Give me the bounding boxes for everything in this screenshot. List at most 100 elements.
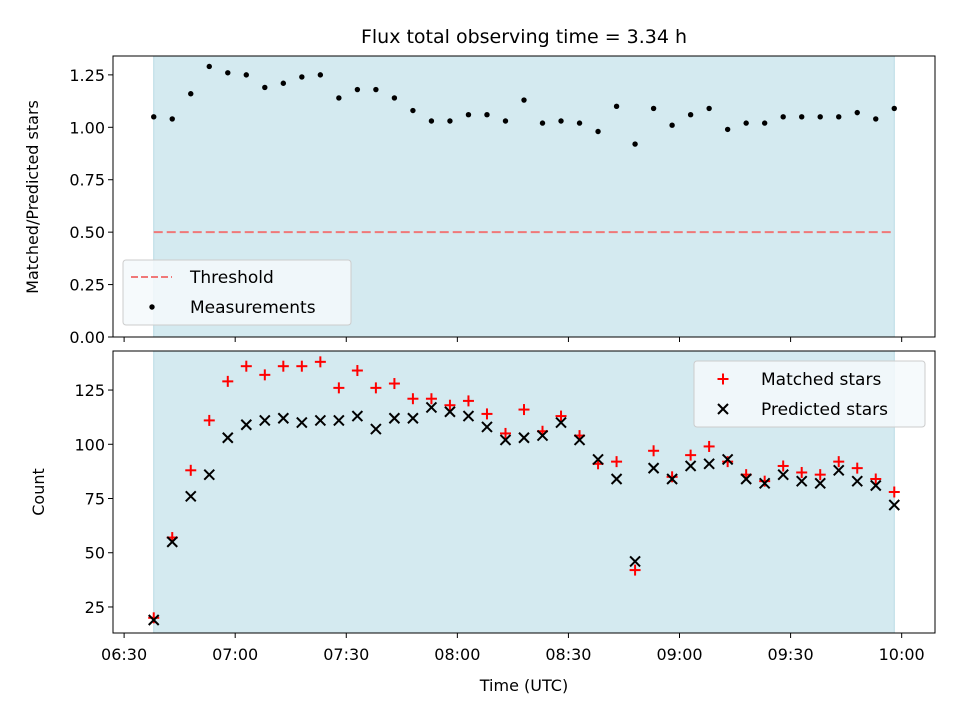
measurement-point — [262, 84, 268, 91]
legend-plus-marker — [717, 373, 729, 385]
matched-star-point — [499, 427, 511, 439]
measurement-point — [613, 103, 620, 110]
predicted-star-point — [647, 462, 660, 474]
predicted-star-point — [481, 421, 493, 433]
matched-star-point — [222, 375, 234, 387]
measurement-point — [539, 120, 546, 126]
bottom-legend-box — [693, 360, 926, 428]
predicted-star-point — [314, 414, 327, 427]
matched-star-point — [888, 486, 900, 498]
measurement-points — [151, 63, 897, 147]
matched-star-point — [777, 460, 789, 472]
legend-predicted-swatch — [717, 403, 729, 415]
matched-star-point — [518, 404, 530, 416]
measurement-point — [558, 118, 564, 124]
measurement-point — [151, 114, 157, 120]
predicted-star-point — [888, 499, 900, 511]
x-axis-label: Time (UTC) — [479, 676, 568, 695]
top-y-axis-label: Matched/Predicted stars — [23, 100, 42, 294]
matched-star-point — [703, 440, 715, 452]
predicted-star-point — [277, 412, 290, 424]
measurement-point — [391, 95, 398, 101]
measurement-point — [632, 141, 638, 147]
matched-star-point — [666, 471, 678, 483]
y-tick-label: 0.75 — [69, 171, 105, 190]
legend-predicted-label: Predicted stars — [761, 400, 888, 420]
measurement-point — [354, 86, 361, 93]
measurement-point — [650, 105, 657, 112]
predicted-star-point — [148, 614, 160, 626]
predicted-star-point — [758, 477, 771, 490]
measurement-point — [373, 86, 379, 93]
predicted-star-point — [296, 416, 308, 429]
legend-x-marker — [717, 403, 729, 415]
measurement-point — [576, 120, 583, 126]
measurement-point — [836, 114, 842, 120]
measurement-point — [336, 95, 342, 101]
matched-star-point — [444, 399, 456, 411]
matched-star-point — [833, 456, 845, 468]
x-tick-label: 10:00 — [879, 645, 925, 664]
measurement-point — [410, 107, 416, 114]
matched-star-point — [277, 360, 289, 372]
measurement-point — [243, 72, 249, 78]
matched-star-point — [555, 410, 567, 422]
measurement-point — [225, 70, 231, 76]
predicted-star-point — [222, 432, 234, 444]
measurement-point — [465, 112, 472, 118]
matched-star-point — [203, 414, 215, 426]
measurement-point — [669, 122, 675, 128]
predicted-star-point — [407, 412, 419, 424]
matched-star-point — [648, 445, 660, 457]
measurement-point — [280, 80, 287, 86]
bottom-y-ticks: 25 50 75 100 125 — [74, 381, 113, 617]
x-tick-label: 08:30 — [545, 645, 591, 664]
predicted-star-point — [814, 477, 826, 490]
predicted-star-point — [851, 475, 863, 487]
predicted-star-point — [203, 468, 215, 481]
x-tick-label: 07:30 — [323, 645, 369, 664]
predicted-star-point — [388, 412, 401, 424]
predicted-star-point — [518, 432, 530, 444]
x-tick-label: 06:30 — [101, 645, 147, 664]
predicted-star-point — [462, 410, 475, 422]
matched-star-point — [333, 382, 345, 394]
predicted-star-point — [666, 473, 678, 485]
matched-star-point — [759, 475, 771, 487]
matched-star-point — [370, 382, 382, 394]
measurement-point — [891, 105, 897, 112]
matched-star-point — [851, 462, 863, 474]
bottom-y-axis-label: Count — [29, 468, 48, 516]
top-panel: 0.00 0.25 0.50 0.75 1.00 1.25 Matched/Predict… — [23, 55, 936, 347]
matched-star-point — [148, 612, 160, 624]
matched-star-point — [685, 449, 697, 461]
predicted-star-point — [499, 434, 512, 446]
y-tick-label: 0.50 — [69, 223, 105, 242]
measurement-point — [447, 118, 453, 124]
y-tick-label: 125 — [74, 381, 105, 400]
matched-star-point — [259, 369, 271, 381]
measurement-point — [169, 116, 175, 122]
x-tick-label: 09:00 — [656, 645, 702, 664]
predicted-star-point — [592, 453, 604, 466]
bottom-legend: Matched stars Predicted stars — [693, 360, 926, 428]
matched-star-point — [314, 356, 326, 368]
measurement-point — [299, 74, 305, 80]
legend-measurements-swatch — [149, 304, 155, 310]
bottom-panel: 25 50 75 100 125 06:30 07:00 07:30 08:00 08:30 09… — [29, 350, 936, 695]
measurement-point — [743, 120, 749, 126]
predicted-star-point — [721, 453, 734, 466]
legend-matched-label: Matched stars — [761, 370, 881, 390]
predicted-star-point — [370, 423, 382, 435]
matched-star-point — [796, 466, 808, 478]
chart-title: Flux total observing time = 3.34 h — [361, 26, 687, 48]
predicted-star-point — [740, 473, 752, 485]
predicted-star-point — [536, 429, 549, 442]
top-legend: Threshold Measurements — [122, 259, 352, 326]
y-tick-label: 1.25 — [69, 66, 105, 85]
predicted-star-point — [795, 475, 808, 487]
measurement-point — [817, 114, 823, 120]
matched-star-point — [296, 360, 308, 372]
predicted-star-point — [684, 460, 697, 472]
